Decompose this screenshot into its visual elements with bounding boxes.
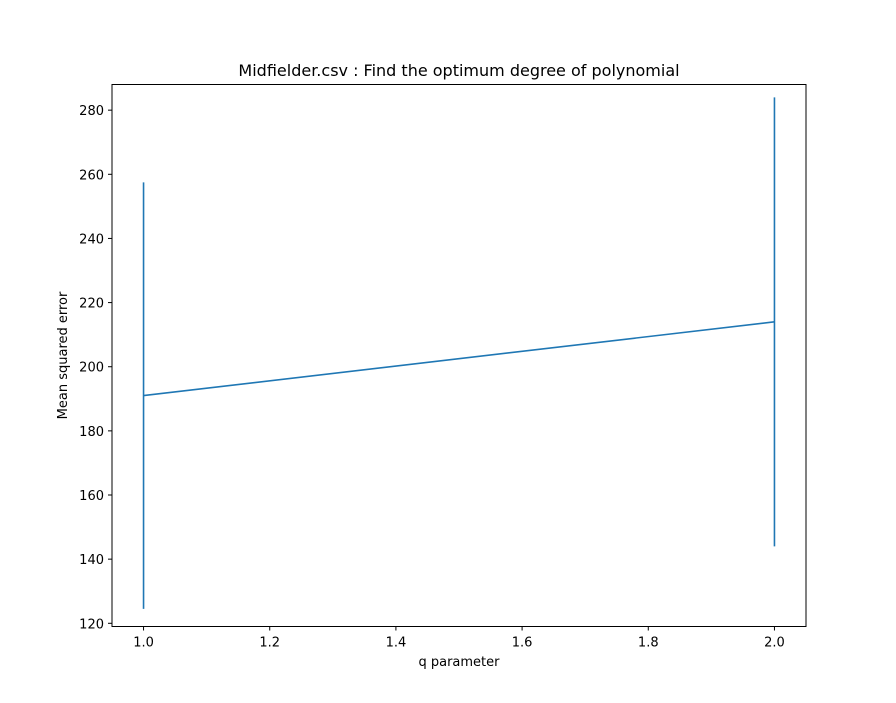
x-axis: 1.0 1.2 1.4 1.6 1.8 2.0 [133, 626, 785, 651]
y-tick-label: 280 [79, 104, 104, 119]
y-axis-label: Mean squared error [56, 291, 71, 419]
x-tick-label: 1.4 [386, 636, 407, 651]
x-axis-label: q parameter [418, 655, 500, 670]
x-tick-label: 1.0 [133, 636, 154, 651]
y-tick-label: 260 [79, 168, 104, 183]
y-tick-label: 200 [79, 361, 104, 376]
series-line [143, 321, 775, 397]
y-tick-label: 140 [79, 553, 104, 568]
y-tick-label: 120 [79, 617, 104, 632]
chart-title: Midfielder.csv : Find the optimum degree… [238, 61, 679, 80]
y-tick-label: 240 [79, 232, 104, 247]
y-tick-label: 180 [79, 425, 104, 440]
y-tick-label: 220 [79, 297, 104, 312]
y-axis: 120 140 160 180 200 220 240 260 280 [79, 104, 112, 632]
plot-frame [111, 84, 807, 627]
x-tick-label: 2.0 [764, 636, 785, 651]
x-tick-label: 1.8 [638, 636, 659, 651]
x-tick-label: 1.6 [512, 636, 533, 651]
x-tick-label: 1.2 [259, 636, 280, 651]
y-tick-label: 160 [79, 489, 104, 504]
plot-area [142, 97, 776, 609]
